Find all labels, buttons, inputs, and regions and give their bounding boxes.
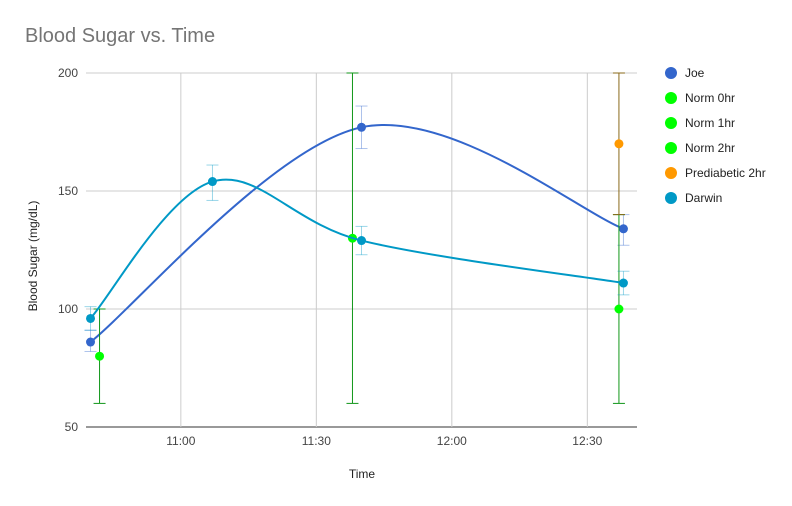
legend-marker bbox=[665, 117, 677, 129]
y-tick-label: 50 bbox=[65, 420, 79, 434]
x-tick-labels: 11:00 11:30 12:00 12:30 bbox=[166, 434, 602, 448]
legend-label: Norm 1hr bbox=[685, 116, 735, 130]
legend-item[interactable]: Norm 0hr bbox=[665, 91, 735, 105]
legend-label: Prediabetic 2hr bbox=[685, 166, 766, 180]
y-axis-label: Blood Sugar (mg/dL) bbox=[26, 201, 40, 312]
legend[interactable]: Joe Norm 0hr Norm 1hr Norm 2hr Prediabetic 2… bbox=[665, 66, 766, 205]
series-joe bbox=[84, 105, 630, 352]
data-point[interactable] bbox=[618, 278, 628, 288]
x-tick-label: 11:00 bbox=[166, 434, 195, 448]
x-tick-label: 11:30 bbox=[302, 434, 331, 448]
data-point[interactable] bbox=[95, 351, 105, 361]
y-tick-labels: 50 100 150 200 bbox=[58, 66, 78, 434]
x-tick-label: 12:30 bbox=[572, 434, 602, 448]
legend-item[interactable]: Darwin bbox=[665, 191, 722, 205]
data-point[interactable] bbox=[618, 224, 628, 234]
data-point[interactable] bbox=[357, 122, 366, 132]
gridlines bbox=[86, 72, 637, 428]
x-tick-label: 12:00 bbox=[437, 434, 467, 448]
chart-title: Blood Sugar vs. Time bbox=[25, 25, 216, 47]
legend-label: Norm 0hr bbox=[685, 91, 735, 105]
legend-label: Norm 2hr bbox=[685, 141, 735, 155]
legend-label: Darwin bbox=[685, 191, 722, 205]
y-tick-label: 150 bbox=[58, 184, 78, 198]
y-tick-label: 200 bbox=[58, 66, 78, 80]
legend-item[interactable]: Norm 1hr bbox=[665, 116, 735, 130]
y-tick-label: 100 bbox=[58, 302, 78, 316]
data-point[interactable] bbox=[357, 236, 366, 246]
series-layer bbox=[84, 72, 630, 404]
legend-item[interactable]: Joe bbox=[665, 66, 705, 80]
data-point[interactable] bbox=[614, 304, 624, 314]
data-point[interactable] bbox=[86, 313, 96, 323]
legend-marker bbox=[665, 192, 677, 204]
legend-item[interactable]: Prediabetic 2hr bbox=[665, 166, 766, 180]
legend-marker bbox=[665, 167, 677, 179]
data-point[interactable] bbox=[207, 177, 217, 187]
legend-item[interactable]: Norm 2hr bbox=[665, 141, 735, 155]
legend-marker bbox=[665, 142, 677, 154]
data-point[interactable] bbox=[86, 337, 96, 347]
series-norm-0hr bbox=[93, 308, 106, 404]
legend-label: Joe bbox=[685, 66, 705, 80]
x-axis-label: Time bbox=[349, 467, 376, 481]
legend-marker bbox=[665, 92, 677, 104]
legend-marker bbox=[665, 67, 677, 79]
data-point[interactable] bbox=[614, 139, 624, 149]
series-line bbox=[89, 178, 624, 320]
series-darwin bbox=[84, 164, 630, 331]
series-prediabetic-2hr bbox=[612, 72, 625, 216]
